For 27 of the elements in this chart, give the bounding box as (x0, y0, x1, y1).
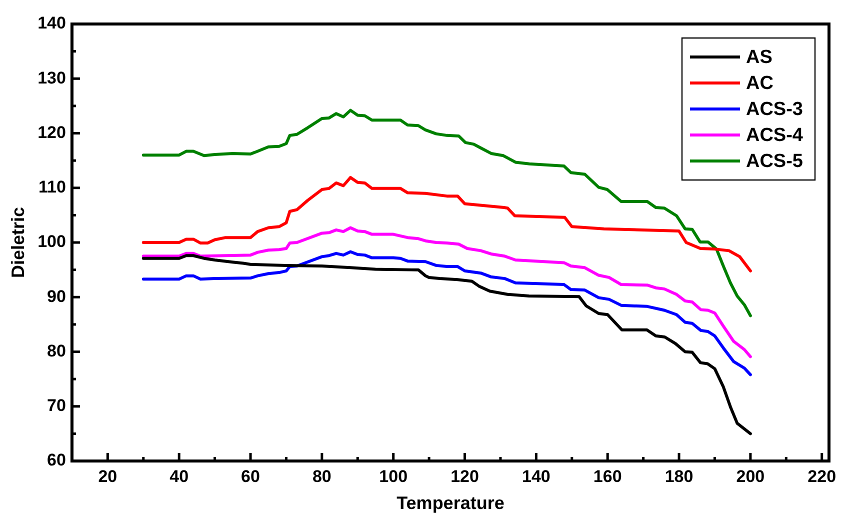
y-tick-label: 110 (38, 178, 66, 197)
x-tick-label: 60 (241, 466, 260, 486)
x-axis-title: Temperature (396, 493, 504, 514)
x-tick-label: 120 (450, 466, 479, 486)
y-tick-label: 130 (38, 68, 66, 88)
y-axis-title: Dieletric (8, 206, 28, 278)
x-tick-label: 200 (736, 466, 765, 486)
x-tick-label: 40 (170, 466, 189, 486)
y-tick-label: 140 (38, 14, 66, 33)
legend-label: AS (746, 47, 772, 68)
x-tick-label: 140 (522, 466, 550, 486)
y-tick-label: 100 (38, 232, 66, 252)
x-tick-label: 100 (379, 466, 408, 486)
y-tick-label: 90 (47, 286, 66, 306)
y-tick-label: 120 (38, 122, 66, 142)
x-tick-label: 160 (593, 466, 622, 486)
y-tick-label: 80 (47, 341, 66, 360)
x-tick-label: 20 (98, 466, 118, 486)
x-tick-label: 220 (808, 466, 836, 486)
legend-label: ACS-5 (746, 151, 804, 172)
legend-label: AC (746, 73, 774, 94)
y-tick-label: 70 (47, 396, 66, 416)
legend-label: ACS-3 (746, 99, 804, 120)
x-tick-label: 180 (664, 466, 694, 486)
x-tick-label: 80 (312, 466, 332, 486)
legend-label: ACS-4 (746, 125, 804, 146)
y-tick-label: 60 (47, 450, 66, 470)
